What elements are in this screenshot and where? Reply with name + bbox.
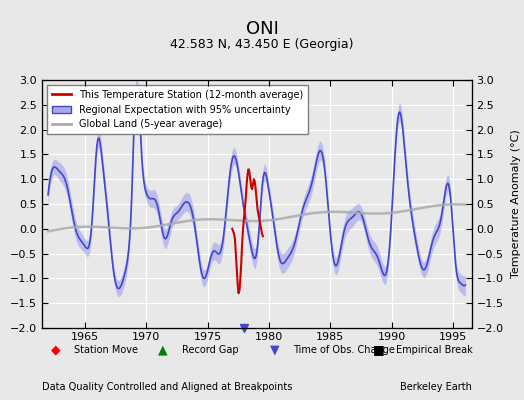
Text: Station Move: Station Move xyxy=(74,345,138,355)
Text: Berkeley Earth: Berkeley Earth xyxy=(400,382,472,392)
Text: 42.583 N, 43.450 E (Georgia): 42.583 N, 43.450 E (Georgia) xyxy=(170,38,354,51)
Legend: This Temperature Station (12-month average), Regional Expectation with 95% uncer: This Temperature Station (12-month avera… xyxy=(47,85,308,134)
Text: ▼: ▼ xyxy=(270,344,279,356)
Text: Data Quality Controlled and Aligned at Breakpoints: Data Quality Controlled and Aligned at B… xyxy=(42,382,292,392)
Text: Time of Obs. Change: Time of Obs. Change xyxy=(293,345,395,355)
Text: ■: ■ xyxy=(373,344,385,356)
Text: Empirical Break: Empirical Break xyxy=(396,345,473,355)
Text: Record Gap: Record Gap xyxy=(181,345,238,355)
Text: ONI: ONI xyxy=(246,20,278,38)
Y-axis label: Temperature Anomaly (°C): Temperature Anomaly (°C) xyxy=(510,130,520,278)
Text: ▲: ▲ xyxy=(158,344,168,356)
Text: ◆: ◆ xyxy=(50,344,60,356)
